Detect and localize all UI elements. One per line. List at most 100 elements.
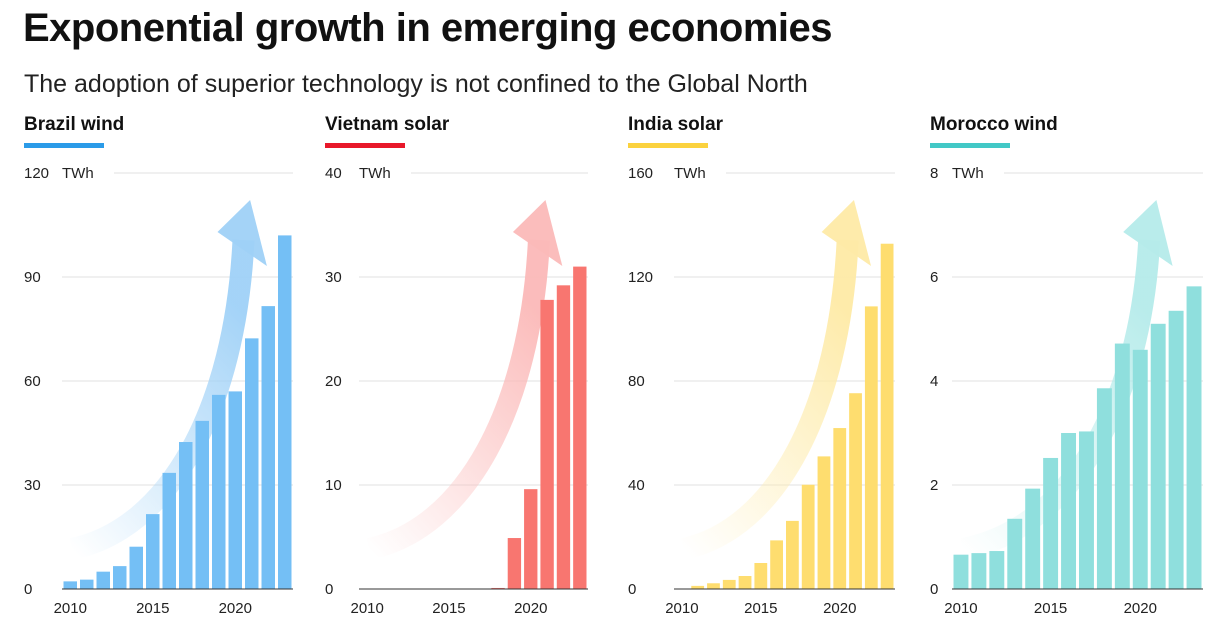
bar <box>1025 488 1041 589</box>
x-tick-label: 2010 <box>944 600 977 617</box>
bar <box>817 456 831 589</box>
bar <box>1043 457 1059 589</box>
growth-arrow-shaft <box>680 239 859 560</box>
panel-accent-bar <box>628 143 708 148</box>
x-tick-label: 2010 <box>665 600 698 617</box>
bar <box>179 442 193 589</box>
unit-label: TWh <box>62 165 94 182</box>
panel-title: India solar <box>628 114 724 135</box>
y-tick-label: 80 <box>628 373 645 390</box>
unit-label: TWh <box>952 165 984 182</box>
bar <box>540 299 554 589</box>
bar <box>278 235 292 589</box>
y-tick-label: 6 <box>930 269 938 286</box>
panel-title: Brazil wind <box>24 114 125 135</box>
bar <box>691 585 705 589</box>
bar <box>786 520 799 589</box>
bar <box>80 579 94 589</box>
chart-subtitle: The adoption of superior technology is n… <box>24 70 808 98</box>
bar <box>833 428 847 589</box>
bar <box>1061 433 1076 589</box>
bar <box>971 553 987 589</box>
y-tick-label: 4 <box>930 373 938 390</box>
panel-title: Vietnam solar <box>325 114 450 135</box>
chart-title: Exponential growth in emerging economies <box>23 6 833 50</box>
bar <box>212 394 226 589</box>
x-tick-label: 2015 <box>744 600 777 617</box>
panel-title: Morocco wind <box>930 114 1058 135</box>
x-tick-label: 2015 <box>1034 600 1067 617</box>
y-tick-label: 40 <box>628 477 645 494</box>
bar <box>195 420 209 589</box>
x-tick-label: 2020 <box>1124 600 1157 617</box>
y-tick-label: 0 <box>628 581 636 598</box>
bar <box>129 546 143 589</box>
y-tick-label: 10 <box>325 477 342 494</box>
bar <box>754 563 768 589</box>
y-tick-label: 60 <box>24 373 41 390</box>
y-tick-label: 90 <box>24 269 41 286</box>
bar <box>849 393 862 589</box>
unit-label: TWh <box>674 165 706 182</box>
bar <box>228 391 242 589</box>
panel-plot: 0 30 60 90 120 TWh 2010 2015 2020 <box>24 165 293 617</box>
y-tick-label: 20 <box>325 373 342 390</box>
y-tick-label: 0 <box>24 581 32 598</box>
y-tick-label: 160 <box>628 165 653 182</box>
bar <box>770 540 783 589</box>
bar <box>801 484 815 589</box>
bar <box>96 571 110 589</box>
bar <box>1186 286 1202 589</box>
bar <box>989 551 1005 589</box>
panel-plot: 0 40 80 120 160 TWh 2010 2015 2020 <box>628 165 895 617</box>
x-tick-label: 2010 <box>350 600 383 617</box>
panel-accent-bar <box>930 143 1010 148</box>
y-tick-label: 2 <box>930 477 938 494</box>
bar <box>113 566 127 589</box>
bar <box>880 243 894 589</box>
y-tick-label: 30 <box>325 269 342 286</box>
bar <box>261 306 275 589</box>
bar <box>1007 518 1023 589</box>
bar <box>1079 431 1094 589</box>
bar <box>524 489 538 589</box>
x-tick-label: 2020 <box>514 600 547 617</box>
bar <box>1168 310 1184 589</box>
y-tick-label: 120 <box>628 269 653 286</box>
panel-plot: 0 10 20 30 40 TWh 2010 2015 2020 <box>325 165 588 617</box>
bar <box>556 285 571 589</box>
x-tick-label: 2020 <box>219 600 252 617</box>
y-tick-label: 0 <box>930 581 938 598</box>
y-tick-label: 8 <box>930 165 938 182</box>
bar <box>707 583 720 589</box>
unit-label: TWh <box>359 165 391 182</box>
bar <box>1150 323 1166 589</box>
panel-accent-bar <box>325 143 405 148</box>
panel-plot: 0 2 4 6 8 TWh 2010 2015 2020 <box>930 165 1203 617</box>
x-tick-label: 2015 <box>136 600 169 617</box>
bar <box>146 514 160 589</box>
bar <box>738 576 752 589</box>
x-tick-label: 2010 <box>54 600 87 617</box>
bar <box>722 579 736 589</box>
bar <box>245 338 259 589</box>
growth-arrow-head <box>512 200 563 266</box>
x-tick-label: 2020 <box>823 600 856 617</box>
panel-accent-bar <box>24 143 104 148</box>
y-tick-label: 120 <box>24 165 49 182</box>
bar <box>573 266 587 589</box>
bar <box>63 581 77 589</box>
bar <box>864 306 878 589</box>
growth-arrow-head <box>821 200 872 266</box>
bar <box>162 472 176 589</box>
bar <box>507 538 522 589</box>
x-tick-label: 2015 <box>432 600 465 617</box>
bar <box>1132 349 1148 589</box>
growth-arrow-head <box>1123 200 1173 266</box>
y-tick-label: 0 <box>325 581 333 598</box>
y-tick-label: 40 <box>325 165 342 182</box>
growth-arrow-shaft <box>366 239 550 560</box>
bar <box>491 587 505 589</box>
growth-arrow-head <box>217 200 267 266</box>
bar <box>1114 343 1130 589</box>
